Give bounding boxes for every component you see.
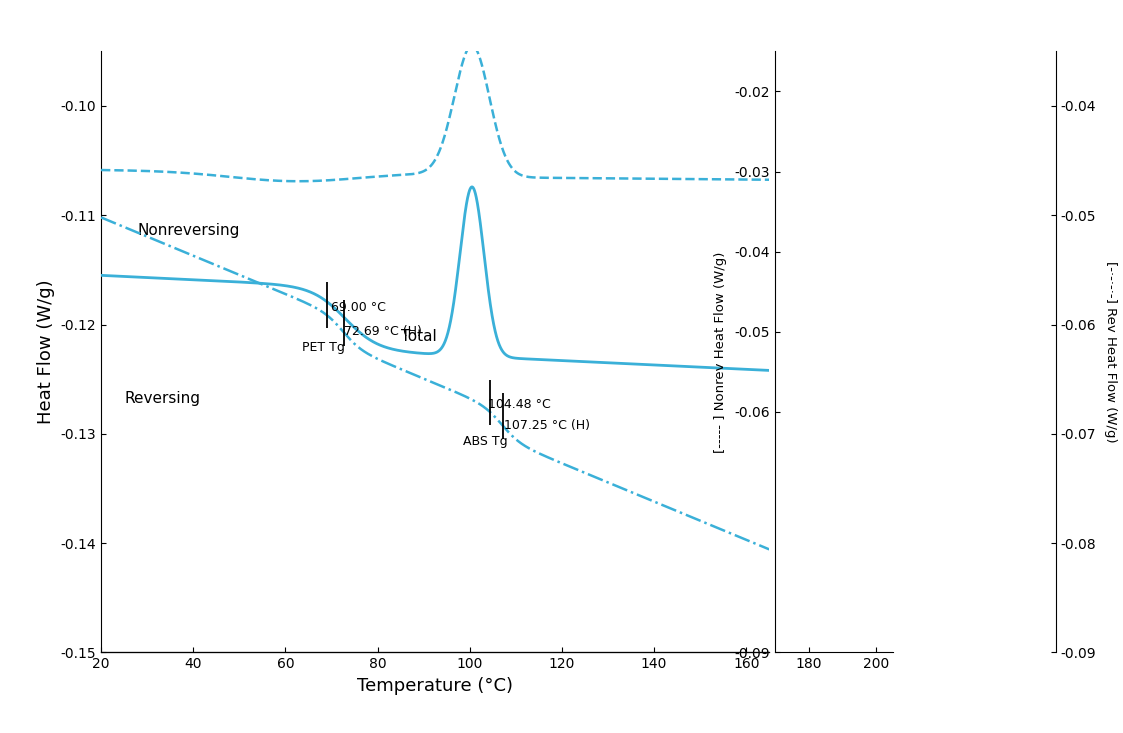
- Text: Reversing: Reversing: [125, 391, 200, 406]
- Y-axis label: [----- ] Nonrev Heat Flow (W/g): [----- ] Nonrev Heat Flow (W/g): [714, 251, 728, 452]
- Y-axis label: Heat Flow (W/g): Heat Flow (W/g): [37, 279, 55, 424]
- Text: 69.00 °C: 69.00 °C: [330, 301, 385, 314]
- Text: PET Tg: PET Tg: [301, 341, 345, 354]
- Text: 72.69 °C (H): 72.69 °C (H): [345, 325, 422, 338]
- Text: ABS Tg: ABS Tg: [463, 435, 508, 448]
- Text: 107.25 °C (H): 107.25 °C (H): [504, 419, 591, 432]
- Y-axis label: [-·-·-·-] Rev Heat Flow (W/g): [-·-·-·-] Rev Heat Flow (W/g): [1104, 261, 1117, 443]
- X-axis label: Temperature (°C): Temperature (°C): [357, 677, 513, 695]
- Text: 104.48 °C: 104.48 °C: [489, 398, 551, 411]
- Text: Nonreversing: Nonreversing: [138, 223, 240, 238]
- Text: Total: Total: [401, 329, 437, 344]
